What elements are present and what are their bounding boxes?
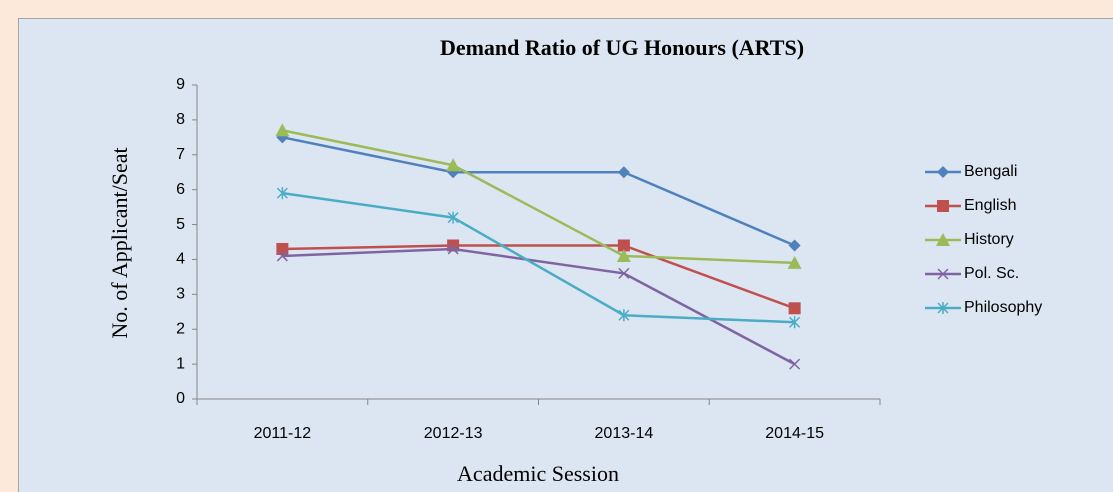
y-tick-label: 5 (176, 216, 185, 233)
y-axis-label: No. of Applicant/Seat (107, 147, 132, 338)
legend-marker (937, 302, 949, 314)
x-tick-label: 2011-12 (254, 425, 312, 442)
data-point (618, 309, 630, 322)
data-point (788, 302, 801, 315)
data-point (617, 239, 630, 252)
legend-label: Bengali (964, 163, 1017, 180)
legend-label: English (964, 197, 1016, 214)
legend-marker (937, 268, 949, 280)
data-point (447, 211, 459, 224)
y-tick-label: 2 (176, 320, 185, 337)
data-point (447, 243, 459, 255)
data-point (275, 123, 290, 137)
y-tick-label: 8 (176, 111, 185, 128)
x-axis-label: Academic Session (457, 461, 619, 486)
data-point (789, 358, 801, 370)
legend-marker (937, 166, 949, 178)
data-point (617, 166, 630, 179)
data-point (616, 248, 631, 262)
legend-label: Pol. Sc. (964, 265, 1019, 282)
y-tick-label: 6 (176, 181, 185, 198)
x-tick-label: 2014-15 (765, 425, 824, 442)
y-tick-label: 9 (176, 76, 185, 93)
y-tick-label: 1 (176, 355, 185, 372)
data-point (618, 267, 630, 279)
y-tick-label: 0 (176, 390, 185, 407)
x-tick-label: 2012-13 (424, 425, 483, 442)
legend-marker (936, 233, 950, 246)
data-point (789, 316, 801, 329)
legend-marker (937, 200, 949, 212)
data-point (276, 250, 288, 262)
chart-panel (18, 18, 1113, 492)
y-tick-label: 4 (176, 251, 185, 268)
data-point (788, 239, 801, 252)
y-tick-label: 3 (176, 286, 185, 303)
data-point (276, 187, 288, 200)
x-tick-label: 2013-14 (595, 425, 654, 442)
y-tick-label: 7 (176, 146, 185, 163)
series-line (282, 244, 796, 310)
series-line (282, 136, 796, 247)
data-point (276, 242, 289, 255)
data-point (787, 255, 802, 269)
legend-label: History (964, 231, 1014, 248)
legend-label: Philosophy (964, 299, 1042, 316)
data-point (446, 158, 461, 172)
series-line (282, 129, 795, 265)
chart-title: Demand Ratio of UG Honours (ARTS) (440, 35, 804, 60)
series-line (282, 191, 795, 324)
